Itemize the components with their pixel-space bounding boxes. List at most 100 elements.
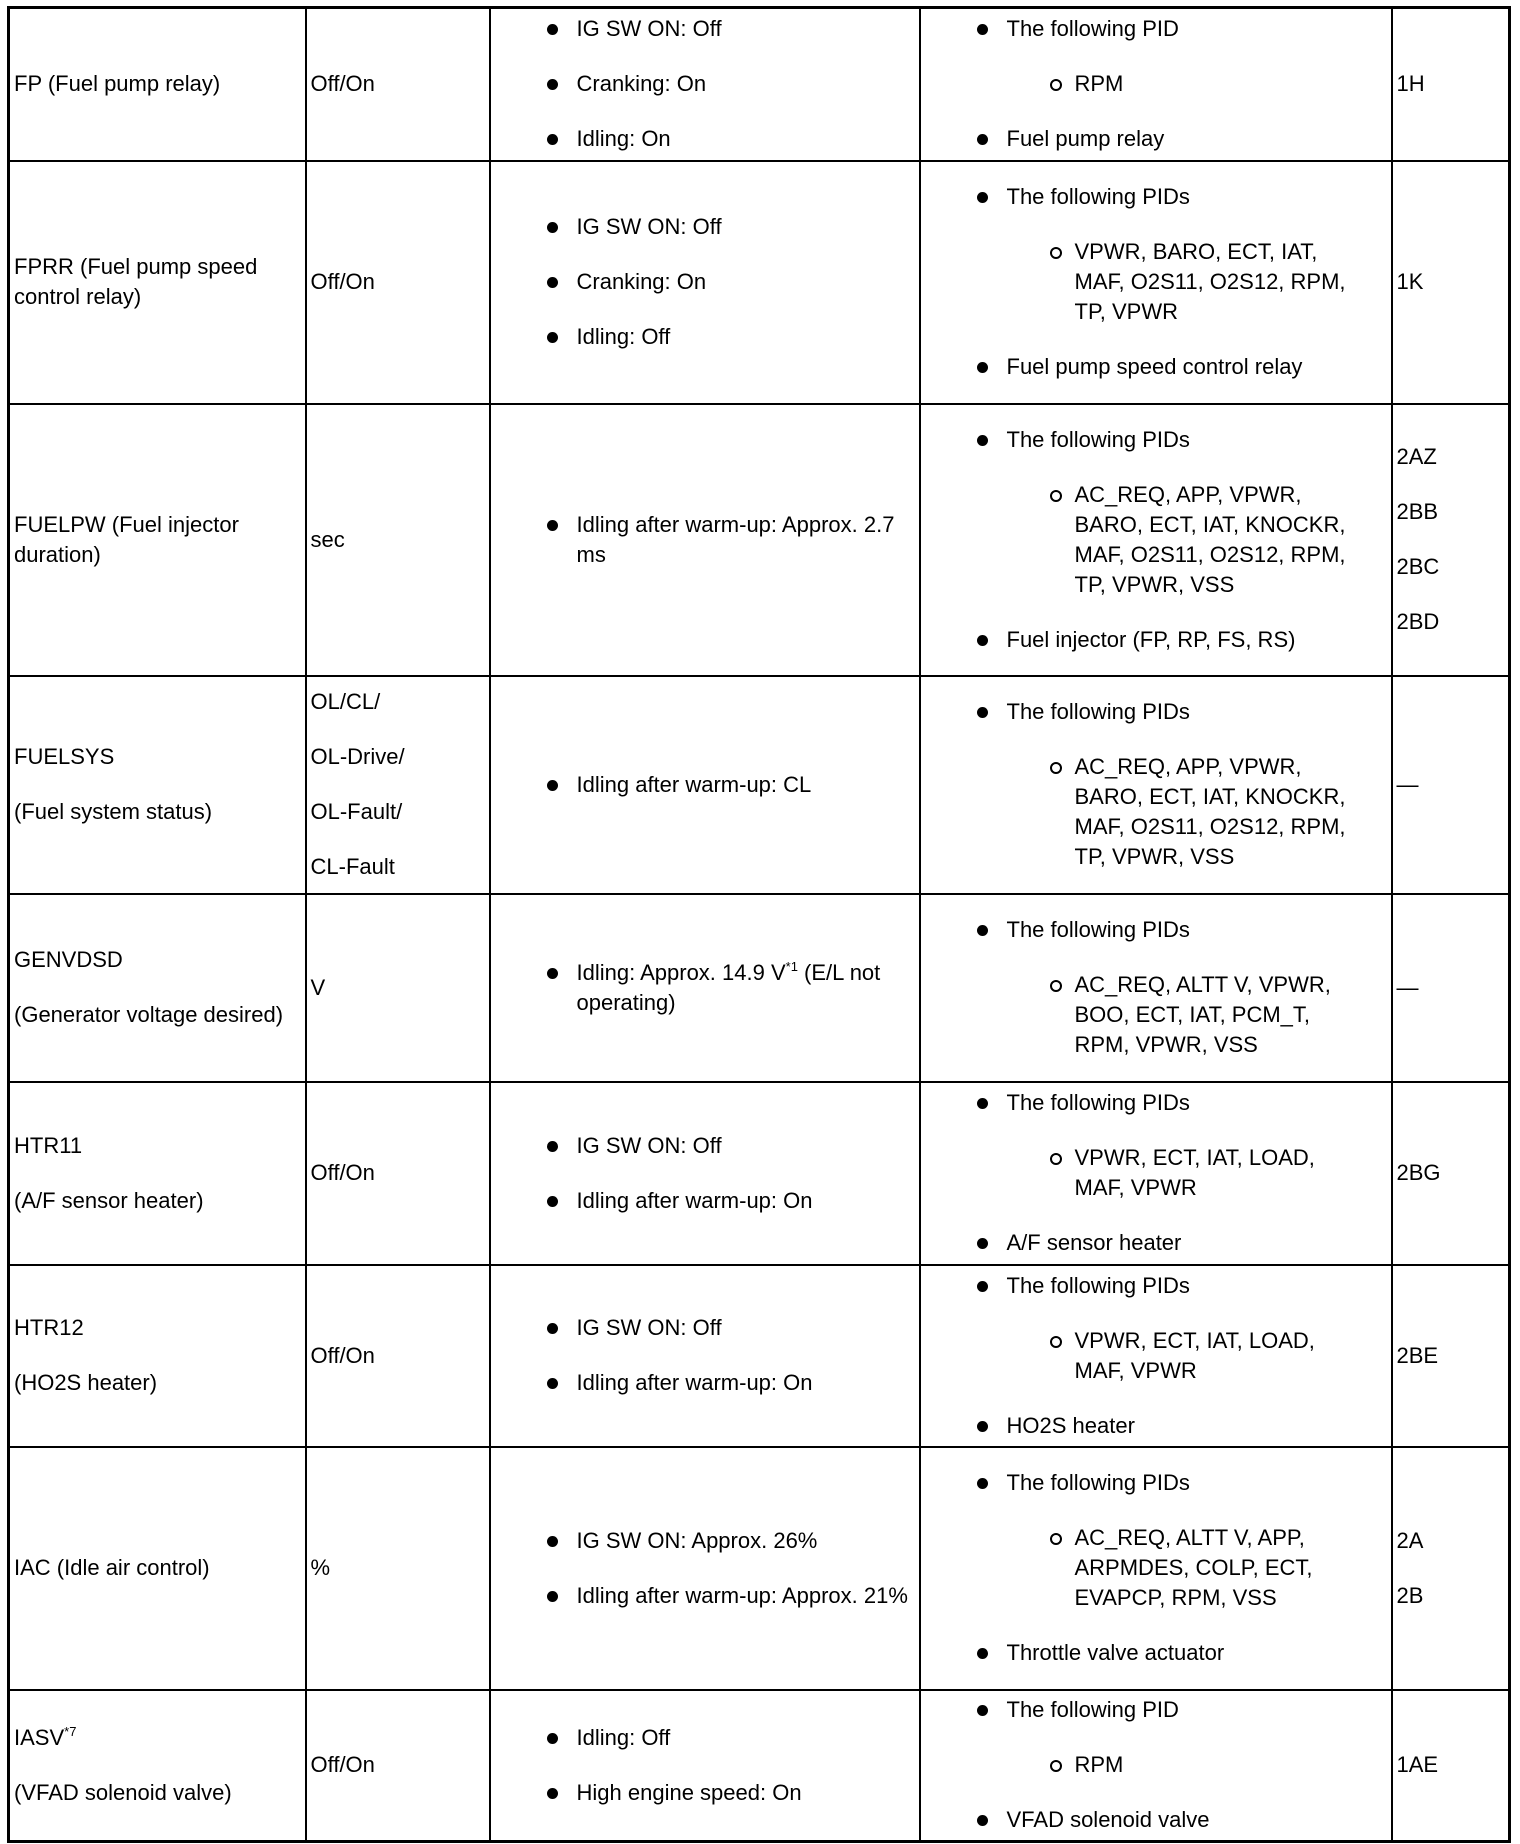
related-pid-cell: The following PIDs VPWR, ECT, IAT, LOAD, … bbox=[918, 1263, 1393, 1448]
terminal-value: 2BB bbox=[1396, 499, 1439, 524]
table-row: FUELSYS (Fuel system status) OL/CL/OL-Driv… bbox=[7, 674, 1511, 895]
terminal-value: 2BD bbox=[1396, 609, 1440, 634]
unit-line: V bbox=[310, 974, 326, 1000]
condition-item: IG SW ON: Off bbox=[495, 1131, 915, 1161]
condition-text: Idling: Off bbox=[576, 324, 671, 349]
condition-text: High engine speed: On bbox=[576, 1779, 802, 1805]
condition-cell: IG SW ON: Off Idling after warm-up: On bbox=[488, 1263, 921, 1448]
condition-text: IG SW ON: Off bbox=[576, 1315, 722, 1340]
pid-list-header: The following PID bbox=[925, 14, 1387, 44]
pid-list-header: The following PIDs bbox=[925, 1271, 1387, 1301]
condition-item: Idling after warm-up: On bbox=[495, 1368, 915, 1398]
unit-cell: Off/On bbox=[304, 6, 491, 162]
terminal-value: 2BE bbox=[1396, 1342, 1439, 1368]
unit-cell: OL/CL/OL-Drive/OL-Fault/CL-Fault bbox=[304, 674, 491, 895]
pid-list-subitem: AC_REQ, APP, VPWR, BARO, ECT, IAT, KNOCK… bbox=[925, 752, 1387, 872]
unit-line: Off/On bbox=[310, 71, 375, 97]
pid-list-header: The following PIDs bbox=[925, 182, 1387, 212]
pid-name-cell: IAC (Idle air control) bbox=[7, 1445, 307, 1691]
condition-item: IG SW ON: Off bbox=[495, 1313, 915, 1343]
pid-name-line: (A/F sensor heater) bbox=[14, 1187, 204, 1213]
condition-cell: Idling after warm-up: Approx. 2.7 ms bbox=[488, 402, 921, 677]
terminal-cell: 1AE bbox=[1390, 1688, 1511, 1843]
pid-list-subitem: VPWR, ECT, IAT, LOAD, MAF, VPWR bbox=[925, 1326, 1387, 1386]
pid-name-line: FUELPW (Fuel injector duration) bbox=[14, 511, 239, 567]
pid-name-line: FPRR (Fuel pump speed control relay) bbox=[14, 254, 258, 309]
unit-line: Off/On bbox=[310, 1342, 375, 1368]
table-row: FPRR (Fuel pump speed control relay) Off/… bbox=[7, 159, 1511, 405]
condition-item: Idling after warm-up: CL bbox=[495, 770, 915, 800]
pid-list-subitem: VPWR, BARO, ECT, IAT, MAF, O2S11, O2S12,… bbox=[925, 237, 1387, 327]
related-component: HO2S heater bbox=[925, 1411, 1387, 1441]
pid-name-line: FUELSYS bbox=[14, 744, 115, 769]
condition-text: Idling after warm-up: On bbox=[576, 1187, 813, 1213]
pid-name-cell: HTR12 (HO2S heater) bbox=[7, 1263, 307, 1448]
pid-list-header: The following PIDs bbox=[925, 915, 1387, 945]
pid-name-line: (Fuel system status) bbox=[14, 799, 213, 824]
pid-list-header: The following PIDs bbox=[925, 1088, 1387, 1118]
table-row: FUELPW (Fuel injector duration) sec Idling… bbox=[7, 402, 1511, 677]
pid-name-cell: GENVDSD (Generator voltage desired) bbox=[7, 892, 307, 1083]
condition-text: Cranking: On bbox=[576, 269, 707, 294]
condition-cell: Idling after warm-up: CL bbox=[488, 674, 921, 895]
condition-item: Idling: Approx. 14.9 V*1 (E/L not operat… bbox=[495, 958, 915, 1018]
related-pid-cell: The following PIDs AC_REQ, APP, VPWR, BAR… bbox=[918, 402, 1393, 677]
pid-list-header: The following PID bbox=[925, 1695, 1387, 1725]
pid-name-line: (HO2S heater) bbox=[14, 1370, 158, 1395]
unit-line: OL/CL/ bbox=[310, 689, 381, 714]
condition-item: Idling: Off bbox=[495, 322, 915, 352]
table-row: HTR11 (A/F sensor heater) Off/On IG SW ON: … bbox=[7, 1080, 1511, 1266]
terminal-cell: 2BE bbox=[1390, 1263, 1511, 1448]
pid-name-cell: FUELSYS (Fuel system status) bbox=[7, 674, 307, 895]
table-row: GENVDSD (Generator voltage desired) V Idlin… bbox=[7, 892, 1511, 1083]
related-pid-cell: The following PIDs AC_REQ, APP, VPWR, BAR… bbox=[918, 674, 1393, 895]
related-component: Throttle valve actuator bbox=[925, 1638, 1387, 1668]
unit-cell: Off/On bbox=[304, 1263, 491, 1448]
pid-name-line: FP (Fuel pump relay) bbox=[14, 71, 221, 97]
table-row: HTR12 (HO2S heater) Off/On IG SW ON: Off Idl… bbox=[7, 1263, 1511, 1448]
pid-list-subitem: RPM bbox=[925, 69, 1387, 99]
related-component: VFAD solenoid valve bbox=[925, 1805, 1387, 1835]
condition-item: Idling after warm-up: On bbox=[495, 1186, 915, 1216]
pid-name-line: IASV*7 bbox=[14, 1723, 301, 1753]
unit-line: CL-Fault bbox=[310, 854, 395, 879]
condition-item: Idling after warm-up: Approx. 2.7 ms bbox=[495, 510, 915, 570]
pid-name-line: (Generator voltage desired) bbox=[14, 1002, 284, 1027]
unit-line: OL-Fault/ bbox=[310, 799, 403, 824]
pid-list-subitem: VPWR, ECT, IAT, LOAD, MAF, VPWR bbox=[925, 1143, 1387, 1203]
terminal-cell: — bbox=[1390, 674, 1511, 895]
related-component: A/F sensor heater bbox=[925, 1228, 1387, 1258]
footnote-mark: *1 bbox=[785, 958, 798, 974]
terminal-value: 2B bbox=[1396, 1582, 1424, 1608]
condition-text: Idling after warm-up: Approx. 21% bbox=[576, 1582, 908, 1608]
terminal-value: 1K bbox=[1396, 269, 1424, 294]
condition-text: Idling: Approx. 14.9 V bbox=[576, 959, 786, 985]
unit-cell: Off/On bbox=[304, 159, 491, 405]
pid-table-body: FP (Fuel pump relay) Off/On IG SW ON: Off C… bbox=[7, 6, 1511, 1843]
condition-cell: IG SW ON: Off Idling after warm-up: On bbox=[488, 1080, 921, 1266]
unit-line: Off/On bbox=[310, 1752, 375, 1778]
terminal-value: 1AE bbox=[1396, 1752, 1439, 1778]
condition-item: IG SW ON: Off bbox=[495, 14, 915, 44]
pid-list-subitem: AC_REQ, APP, VPWR, BARO, ECT, IAT, KNOCK… bbox=[925, 480, 1387, 600]
related-pid-cell: The following PIDs VPWR, ECT, IAT, LOAD, … bbox=[918, 1080, 1393, 1266]
pid-name-line: HTR11 bbox=[14, 1132, 83, 1158]
related-pid-cell: The following PIDs AC_REQ, ALTT V, VPWR, … bbox=[918, 892, 1393, 1083]
unit-cell: Off/On bbox=[304, 1688, 491, 1843]
unit-line: OL-Drive/ bbox=[310, 744, 405, 769]
condition-text: IG SW ON: Off bbox=[576, 1132, 722, 1158]
unit-line: sec bbox=[310, 526, 345, 552]
pid-name-line: GENVDSD bbox=[14, 947, 123, 972]
pid-name-cell: FUELPW (Fuel injector duration) bbox=[7, 402, 307, 677]
terminal-cell: 2BG bbox=[1390, 1080, 1511, 1266]
condition-text-suffix: (E/L not operating) bbox=[576, 959, 881, 1015]
pid-table: FP (Fuel pump relay) Off/On IG SW ON: Off C… bbox=[7, 6, 1511, 1843]
related-pid-cell: The following PID RPM VFAD solenoid valve bbox=[918, 1688, 1393, 1843]
condition-cell: Idling: Off High engine speed: On bbox=[488, 1688, 921, 1843]
pid-list-header: The following PIDs bbox=[925, 697, 1387, 727]
condition-text: Cranking: On bbox=[576, 71, 707, 97]
table-row: FP (Fuel pump relay) Off/On IG SW ON: Off C… bbox=[7, 6, 1511, 162]
condition-text: Idling: On bbox=[576, 126, 671, 152]
pid-name-cell: FP (Fuel pump relay) bbox=[7, 6, 307, 162]
condition-item: IG SW ON: Off bbox=[495, 212, 915, 242]
